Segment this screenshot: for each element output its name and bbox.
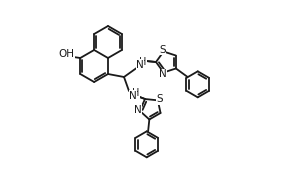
Text: N: N [129, 91, 137, 101]
Text: S: S [159, 45, 166, 55]
Text: S: S [157, 94, 163, 104]
Text: H: H [139, 57, 147, 67]
Text: N: N [159, 70, 167, 80]
Text: OH: OH [58, 49, 74, 59]
Text: H: H [132, 88, 140, 98]
Text: N: N [136, 60, 144, 70]
Text: N: N [134, 105, 142, 115]
